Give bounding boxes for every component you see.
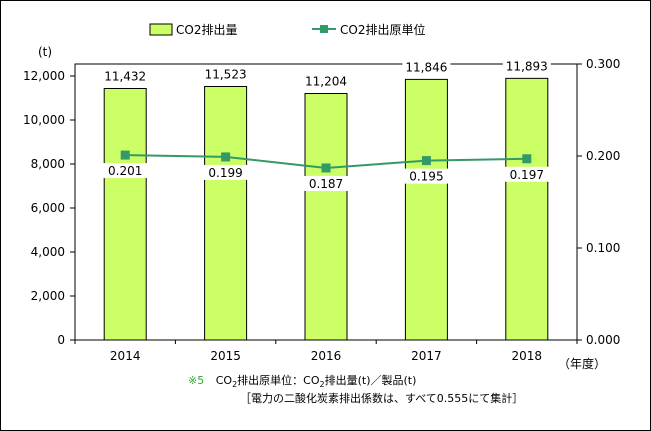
footnote-part-b: 排出原単位：CO <box>237 374 320 387</box>
bar-label-2017: 11,846 <box>405 60 447 74</box>
bar-label-2014: 11,432 <box>104 69 146 83</box>
y-right-tick-label: 0.300 <box>586 57 620 71</box>
x-tick-label-2014: 2014 <box>110 349 141 363</box>
y-left-unit: (t) <box>38 45 52 59</box>
line-label-2018: 0.197 <box>510 168 544 182</box>
y-left-tick-label: 6,000 <box>31 201 65 215</box>
y-left-tick-label: 4,000 <box>31 245 65 259</box>
x-tick-label-2017: 2017 <box>411 349 442 363</box>
y-right-tick-label: 0.200 <box>586 149 620 163</box>
line-point-2015 <box>221 152 231 162</box>
footnote-part-a: CO <box>215 374 233 387</box>
y-left-tick-label: 0 <box>57 333 65 347</box>
legend-label-line: CO2排出原単位 <box>340 22 425 37</box>
line-label-2015: 0.199 <box>208 166 242 180</box>
footnote-sub-2: 2 <box>319 380 325 390</box>
x-tick-label-2018: 2018 <box>512 349 543 363</box>
line-label-2014: 0.201 <box>108 164 142 178</box>
bar-2015 <box>204 85 248 341</box>
y-right-tick-label: 0.100 <box>586 241 620 255</box>
y-left-tick-label: 12,000 <box>23 69 65 83</box>
footnote-emission-factor: ［電力の二酸化炭素排出係数は、すべて0.555にて集計］ <box>240 392 524 405</box>
legend: CO2排出量 CO2排出原単位 <box>149 22 425 37</box>
bar-2014 <box>103 87 147 341</box>
footnote-text: CO2排出原単位：CO2排出量(t)／製品(t) <box>215 374 417 390</box>
footnote-mark: ※5 <box>188 374 205 387</box>
bar-2016 <box>304 93 348 341</box>
legend-label-bar: CO2排出量 <box>176 23 237 37</box>
bar-label-2016: 11,204 <box>305 75 347 89</box>
bar-label-box-2018 <box>502 58 551 73</box>
bar-label-2015: 11,523 <box>205 67 247 81</box>
line-point-2018 <box>522 154 532 164</box>
line-label-box-2018 <box>504 166 549 182</box>
bar-label-box-2016 <box>302 73 350 88</box>
x-tick-label-2015: 2015 <box>210 349 241 363</box>
footnote-sub-1: 2 <box>232 380 238 390</box>
bar-2017 <box>404 78 448 341</box>
bar-label-box-2017 <box>402 59 451 74</box>
line-label-2017: 0.195 <box>409 170 443 184</box>
line-label-2016: 0.187 <box>309 177 343 191</box>
bar-label-box-2015 <box>201 66 250 81</box>
bar-label-box-2014 <box>101 68 150 83</box>
line-point-2014 <box>120 150 130 160</box>
line-label-box-2015 <box>203 164 248 180</box>
footnote-1: ※5 CO2排出原単位：CO2排出量(t)／製品(t) <box>188 372 416 389</box>
bar-label-2018: 11,893 <box>506 59 548 73</box>
footnote-2: ［電力の二酸化炭素排出係数は、すべて0.555にて集計］ <box>240 390 523 406</box>
y-left-tick-label: 8,000 <box>31 157 65 171</box>
line-label-box-2017 <box>404 168 449 184</box>
y-left-tick-label: 10,000 <box>23 113 65 127</box>
line-point-2017 <box>421 156 431 166</box>
y-left-tick-label: 2,000 <box>31 289 65 303</box>
bar-2018 <box>505 77 549 341</box>
legend-swatch-marker <box>320 25 328 33</box>
line-label-box-2016 <box>304 175 348 191</box>
footnote-part-c: 排出量(t)／製品(t) <box>324 374 417 387</box>
x-tick-label-2016: 2016 <box>311 349 342 363</box>
y-right-tick-label: 0.000 <box>586 333 620 347</box>
line-label-box-2014 <box>103 163 148 179</box>
legend-swatch-bar <box>149 23 173 36</box>
line-point-2016 <box>321 163 331 173</box>
x-unit: （年度） <box>558 356 606 371</box>
